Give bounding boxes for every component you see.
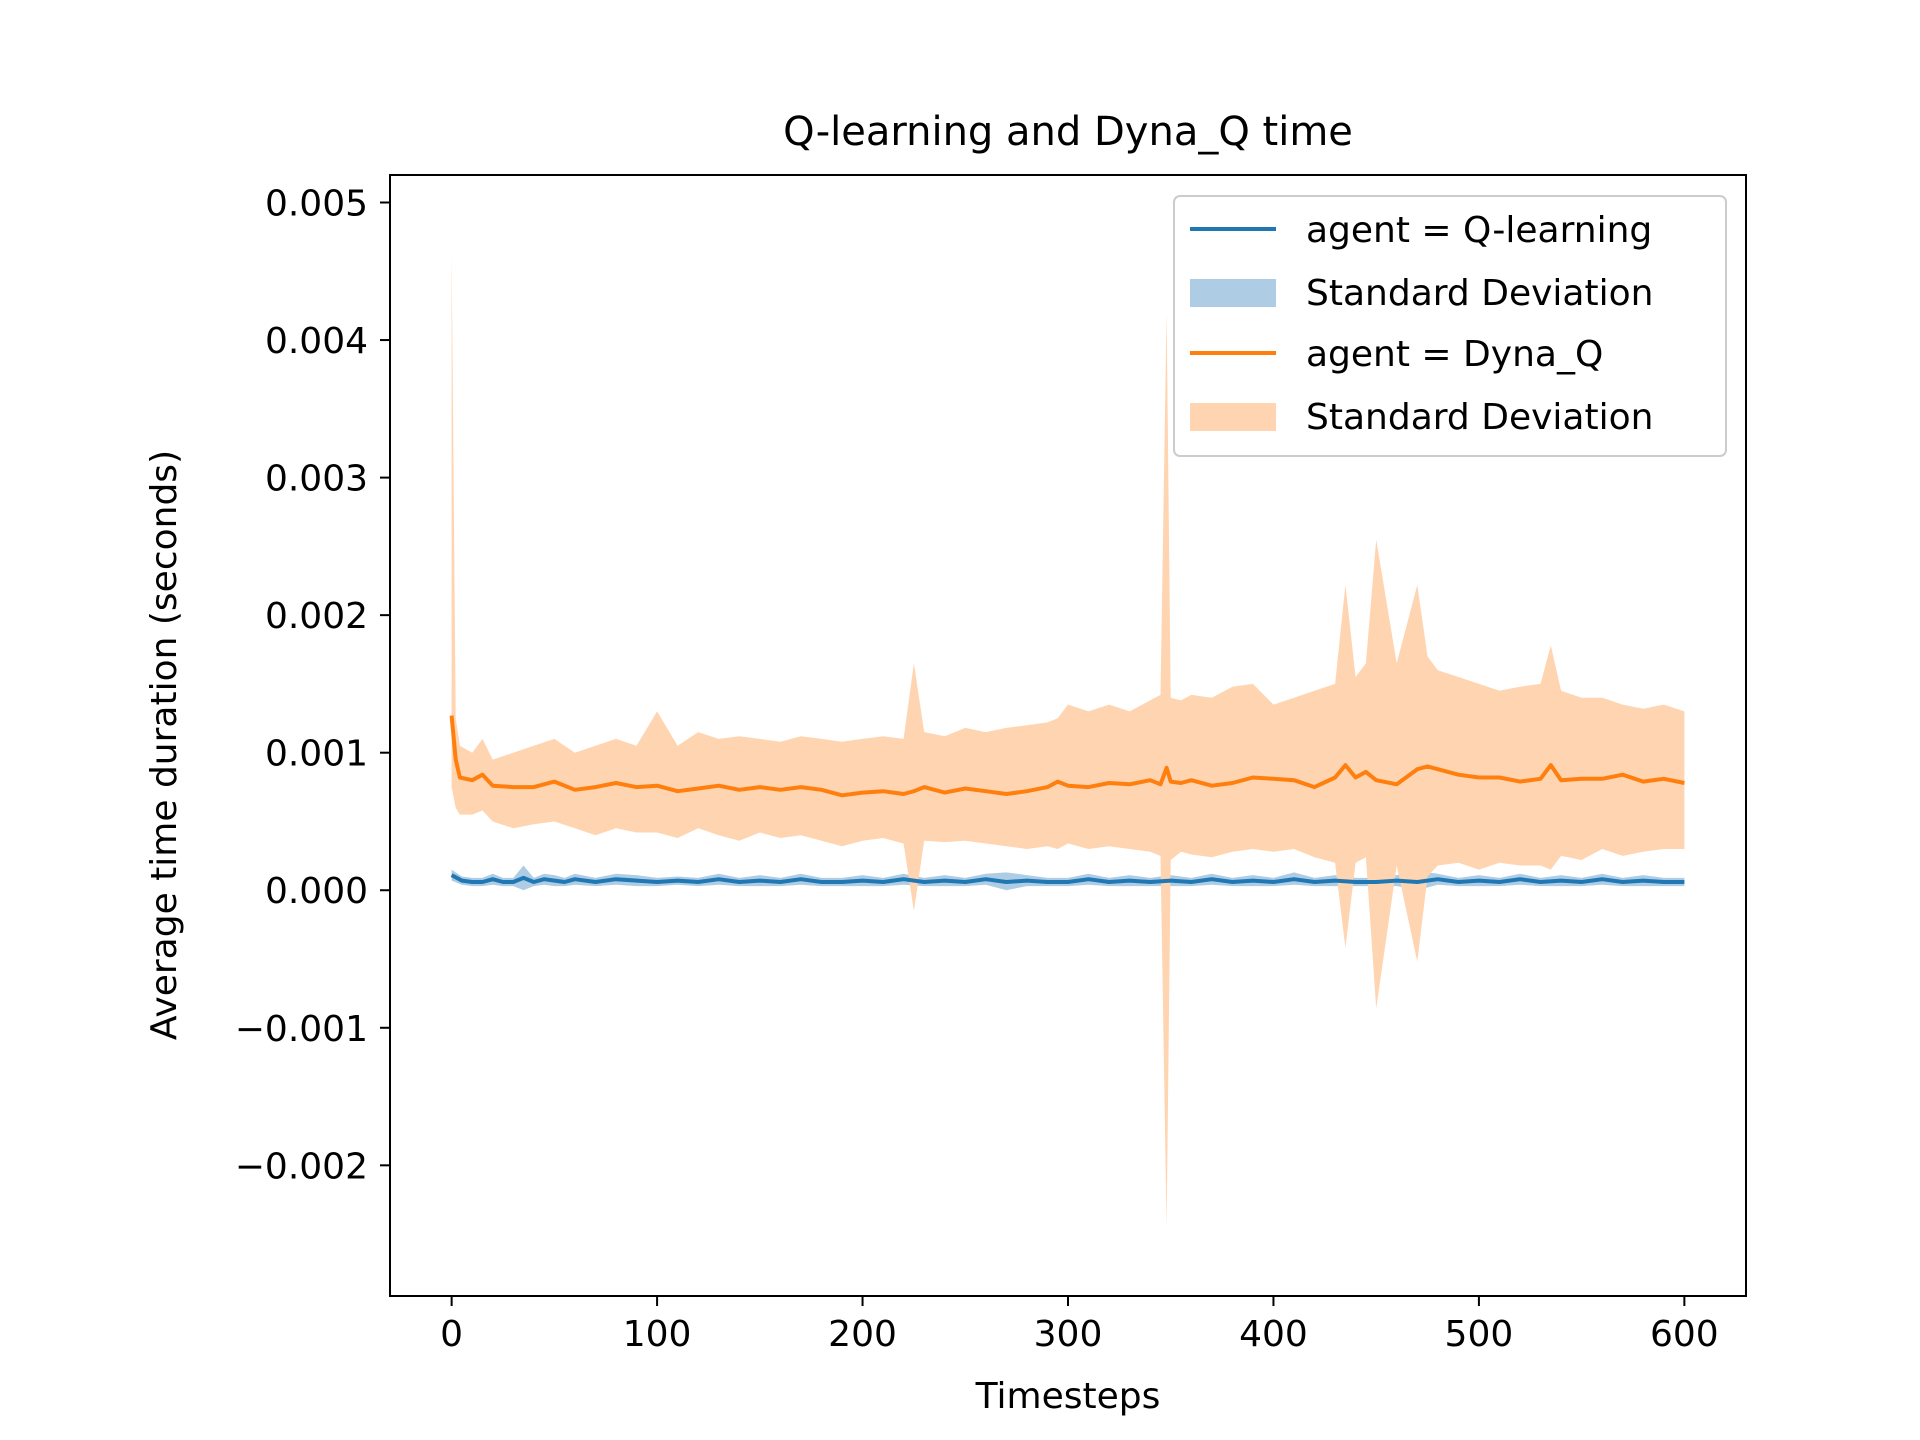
x-axis-label: Timesteps <box>975 1376 1161 1417</box>
y-tick-label: 0.002 <box>265 596 368 637</box>
y-tick-label: −0.001 <box>235 1009 368 1050</box>
x-tick-label: 400 <box>1239 1314 1308 1355</box>
x-tick-label: 600 <box>1650 1314 1719 1355</box>
x-tick-label: 200 <box>828 1314 897 1355</box>
legend-label-dynaq: agent = Dyna_Q <box>1306 334 1603 375</box>
y-axis-ticks: −0.002 −0.001 0.000 0.001 0.002 0.003 0.004 0.0… <box>235 184 390 1187</box>
legend-label-qlearning-std: Standard Deviation <box>1306 273 1653 314</box>
mean-line-dynaq <box>449 715 1685 798</box>
mean-lines <box>449 715 1685 884</box>
y-tick-label: 0.000 <box>265 871 368 912</box>
x-tick-label: 500 <box>1445 1314 1514 1355</box>
legend-frame <box>1173 195 1727 457</box>
y-tick-label: 0.003 <box>265 459 368 500</box>
y-tick-label: 0.001 <box>265 734 368 775</box>
std-bands <box>451 250 1685 1228</box>
std-band-qlearning <box>451 865 1685 891</box>
x-axis-ticks: 0 100 200 300 400 500 600 <box>440 1296 1719 1355</box>
legend-swatch-qlearning-std <box>1190 279 1276 307</box>
x-tick-label: 0 <box>440 1314 463 1355</box>
chart-title: Q-learning and Dyna_Q time <box>783 109 1353 155</box>
y-axis-label: Average time duration (seconds) <box>144 450 185 1040</box>
std-band-dynaq <box>451 250 1685 1228</box>
x-tick-label: 300 <box>1034 1314 1103 1355</box>
y-tick-label: 0.005 <box>265 184 368 225</box>
legend-swatch-dynaq-std <box>1190 403 1276 431</box>
legend-label-dynaq-std: Standard Deviation <box>1306 397 1653 438</box>
mean-line-qlearning <box>450 873 1685 884</box>
legend-label-qlearning: agent = Q-learning <box>1306 210 1652 251</box>
y-tick-label: 0.004 <box>265 321 368 362</box>
legend: agent = Q-learning Standard Deviation ag… <box>1173 195 1727 457</box>
x-tick-label: 100 <box>623 1314 692 1355</box>
y-tick-label: −0.002 <box>235 1146 368 1187</box>
